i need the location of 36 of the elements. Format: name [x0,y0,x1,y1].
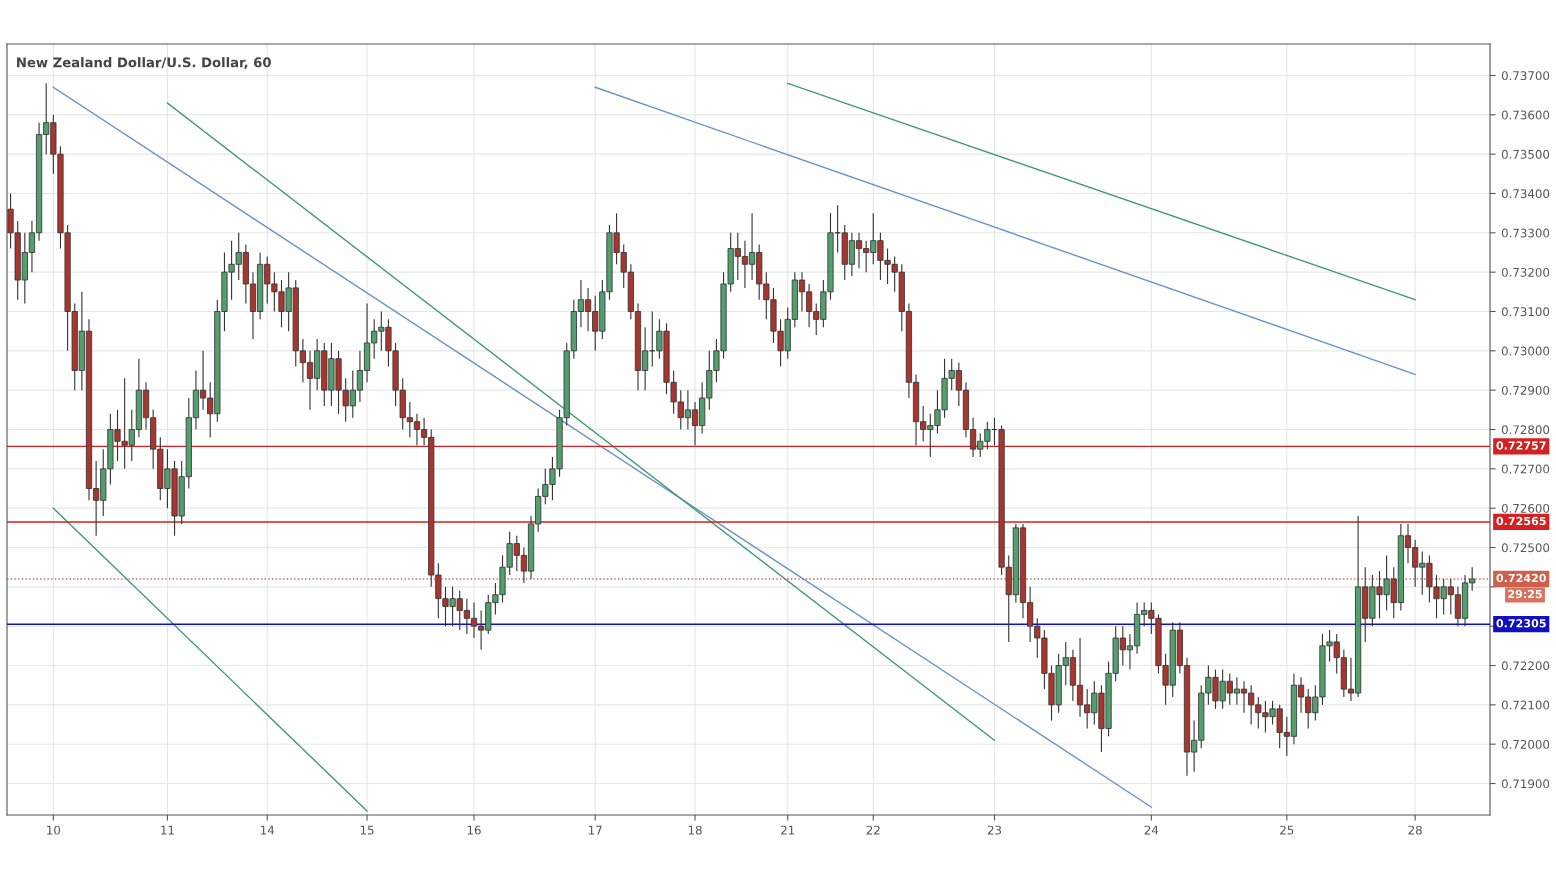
y-tick-label: 0.72100 [1501,700,1550,710]
x-tick-label: 14 [261,825,275,835]
x-tick-label: 16 [467,825,481,835]
y-tick-label: 0.72500 [1501,543,1550,553]
ref-line-label: 0.72757 [1496,441,1546,450]
y-tick-label: 0.73300 [1501,228,1550,238]
x-tick-label: 17 [588,825,602,835]
y-tick-label: 0.73200 [1501,267,1550,277]
y-tick-label: 0.73100 [1501,307,1550,317]
y-tick-label: 0.73400 [1501,189,1550,199]
ref-line-label: 0.72420 [1496,573,1547,583]
y-tick-label: 0.72700 [1501,464,1550,474]
y-tick-label: 0.72800 [1501,425,1550,435]
ref-line-label: 0.72305 [1496,619,1546,628]
y-tick-label: 0.72600 [1501,503,1550,513]
text: 29:25 [1508,589,1542,599]
x-tick-label: 23 [987,825,1002,835]
x-tick-label: 11 [161,825,174,835]
x-tick-label: 22 [866,825,880,835]
x-tick-label: 15 [360,825,374,835]
y-tick-label: 0.72000 [1501,739,1550,749]
y-tick-label: 0.73600 [1501,110,1550,120]
x-tick-label: 21 [781,825,795,835]
ref-line-label: 0.72565 [1496,516,1546,526]
y-tick-label: 0.73500 [1501,149,1550,159]
y-tick-label: 0.72900 [1501,385,1550,395]
x-tick-label: 28 [1408,825,1422,835]
y-tick-label: 0.71900 [1501,779,1550,789]
x-tick-label: 25 [1280,825,1294,835]
x-tick-label: 18 [688,825,702,835]
x-tick-label: 24 [1144,825,1159,835]
y-tick-label: 0.73000 [1501,346,1550,356]
text: New Zealand Dollar/U.S. Dollar, 60 [17,57,271,70]
y-tick-label: 0.72200 [1501,661,1550,671]
y-tick-label: 0.73700 [1501,71,1550,81]
x-tick-label: 10 [47,825,61,835]
